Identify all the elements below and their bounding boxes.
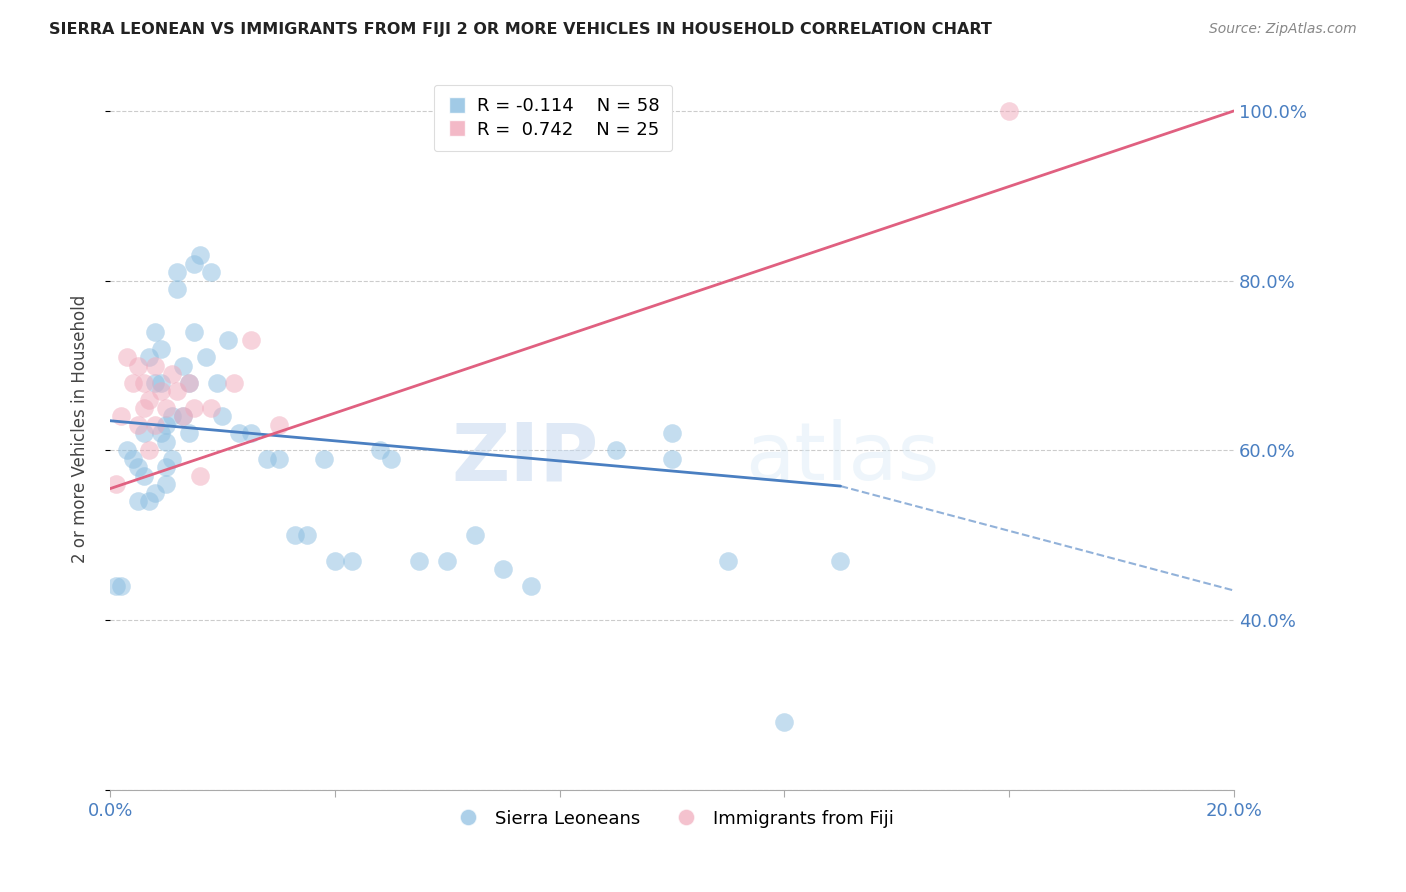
Point [143, 325, 166, 339]
Point [127, 417, 149, 432]
Point [408, 554, 430, 568]
Point [138, 443, 160, 458]
Point [143, 359, 166, 373]
Point [172, 409, 194, 424]
Point [104, 579, 127, 593]
Point [166, 265, 188, 279]
Point [605, 443, 627, 458]
Point [200, 401, 222, 415]
Point [127, 460, 149, 475]
Text: Source: ZipAtlas.com: Source: ZipAtlas.com [1209, 22, 1357, 37]
Point [177, 376, 200, 390]
Point [194, 350, 217, 364]
Point [200, 265, 222, 279]
Point [121, 451, 143, 466]
Point [155, 401, 177, 415]
Point [132, 469, 155, 483]
Point [520, 579, 543, 593]
Point [492, 562, 515, 576]
Point [773, 714, 796, 729]
Point [177, 376, 200, 390]
Point [295, 528, 318, 542]
Point [239, 333, 262, 347]
Point [155, 460, 177, 475]
Point [138, 392, 160, 407]
Point [115, 350, 138, 364]
Point [104, 477, 127, 491]
Point [217, 333, 239, 347]
Point [138, 494, 160, 508]
Point [312, 451, 335, 466]
Point [239, 426, 262, 441]
Point [172, 359, 194, 373]
Point [127, 359, 149, 373]
Point [368, 443, 391, 458]
Point [256, 451, 278, 466]
Text: SIERRA LEONEAN VS IMMIGRANTS FROM FIJI 2 OR MORE VEHICLES IN HOUSEHOLD CORRELATI: SIERRA LEONEAN VS IMMIGRANTS FROM FIJI 2… [49, 22, 993, 37]
Point [143, 417, 166, 432]
Point [160, 409, 183, 424]
Y-axis label: 2 or more Vehicles in Household: 2 or more Vehicles in Household [72, 295, 89, 564]
Point [661, 451, 683, 466]
Point [143, 376, 166, 390]
Text: ZIP: ZIP [451, 419, 599, 497]
Point [183, 257, 205, 271]
Point [177, 426, 200, 441]
Point [183, 401, 205, 415]
Point [464, 528, 486, 542]
Point [155, 434, 177, 449]
Point [205, 376, 228, 390]
Legend: Sierra Leoneans, Immigrants from Fiji: Sierra Leoneans, Immigrants from Fiji [443, 803, 901, 835]
Point [717, 554, 740, 568]
Point [998, 103, 1021, 118]
Point [661, 426, 683, 441]
Point [166, 384, 188, 398]
Point [110, 409, 132, 424]
Point [149, 426, 172, 441]
Point [183, 325, 205, 339]
Point [115, 443, 138, 458]
Point [121, 376, 143, 390]
Point [340, 554, 363, 568]
Point [222, 376, 245, 390]
Point [155, 417, 177, 432]
Point [143, 486, 166, 500]
Point [830, 554, 852, 568]
Point [166, 282, 188, 296]
Point [132, 376, 155, 390]
Text: atlas: atlas [745, 419, 939, 497]
Point [323, 554, 346, 568]
Point [172, 409, 194, 424]
Point [188, 248, 211, 262]
Point [149, 384, 172, 398]
Point [138, 350, 160, 364]
Point [132, 426, 155, 441]
Point [284, 528, 307, 542]
Point [380, 451, 402, 466]
Point [160, 451, 183, 466]
Point [228, 426, 250, 441]
Point [267, 417, 290, 432]
Point [127, 494, 149, 508]
Point [132, 401, 155, 415]
Point [188, 469, 211, 483]
Point [160, 367, 183, 381]
Point [436, 554, 458, 568]
Point [211, 409, 233, 424]
Point [267, 451, 290, 466]
Point [149, 376, 172, 390]
Point [149, 342, 172, 356]
Point [110, 579, 132, 593]
Point [155, 477, 177, 491]
